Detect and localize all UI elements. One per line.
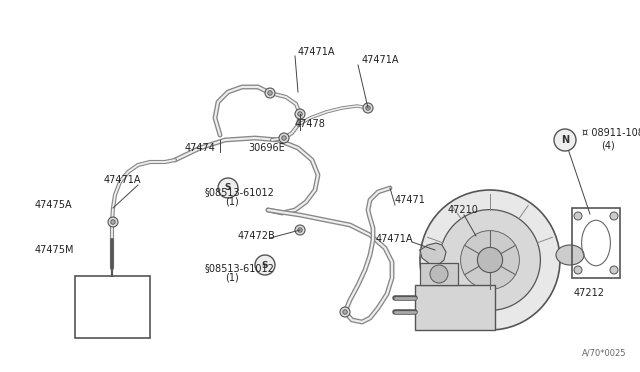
Text: (1): (1) bbox=[225, 197, 239, 207]
Bar bbox=[415, 285, 495, 330]
Text: 47478: 47478 bbox=[295, 119, 326, 129]
Circle shape bbox=[340, 307, 350, 317]
Text: 47471A: 47471A bbox=[362, 55, 399, 65]
Text: S: S bbox=[225, 183, 231, 192]
Circle shape bbox=[279, 133, 289, 143]
Circle shape bbox=[282, 136, 286, 140]
Circle shape bbox=[343, 310, 348, 314]
Circle shape bbox=[574, 266, 582, 274]
Text: §08513-61012: §08513-61012 bbox=[205, 263, 275, 273]
Text: 47471A: 47471A bbox=[104, 175, 141, 185]
Text: 30696E: 30696E bbox=[248, 143, 285, 153]
Circle shape bbox=[430, 265, 448, 283]
Circle shape bbox=[363, 103, 373, 113]
Text: §08513-61012: §08513-61012 bbox=[205, 187, 275, 197]
Ellipse shape bbox=[556, 245, 584, 265]
Bar bbox=[420, 263, 458, 285]
Text: 47471: 47471 bbox=[395, 195, 426, 205]
Text: 47471A: 47471A bbox=[376, 234, 413, 244]
Polygon shape bbox=[420, 243, 446, 265]
Text: 47210: 47210 bbox=[448, 205, 479, 215]
Text: S: S bbox=[262, 260, 268, 269]
Circle shape bbox=[298, 228, 302, 232]
Bar bbox=[572, 208, 620, 278]
Text: 47472B: 47472B bbox=[238, 231, 276, 241]
Circle shape bbox=[461, 231, 520, 289]
Circle shape bbox=[610, 266, 618, 274]
Text: A/70*0025: A/70*0025 bbox=[582, 349, 626, 358]
Circle shape bbox=[574, 212, 582, 220]
Text: 47475A: 47475A bbox=[35, 200, 72, 210]
Bar bbox=[75, 276, 150, 338]
Circle shape bbox=[295, 109, 305, 119]
Text: 47471A: 47471A bbox=[298, 47, 335, 57]
Circle shape bbox=[477, 247, 502, 273]
Text: (4): (4) bbox=[601, 140, 615, 150]
Circle shape bbox=[420, 190, 560, 330]
Circle shape bbox=[265, 88, 275, 98]
Text: 47475M: 47475M bbox=[35, 245, 74, 255]
Circle shape bbox=[440, 209, 540, 310]
Text: 47212: 47212 bbox=[574, 288, 605, 298]
Circle shape bbox=[365, 106, 371, 110]
Circle shape bbox=[610, 212, 618, 220]
Circle shape bbox=[268, 91, 272, 95]
Text: (1): (1) bbox=[225, 273, 239, 283]
Text: 47474: 47474 bbox=[185, 143, 216, 153]
Text: ¤ 08911-10837: ¤ 08911-10837 bbox=[582, 128, 640, 138]
Circle shape bbox=[298, 112, 302, 116]
Text: N: N bbox=[561, 135, 569, 145]
Circle shape bbox=[111, 220, 115, 224]
Circle shape bbox=[255, 255, 275, 275]
Circle shape bbox=[295, 225, 305, 235]
Circle shape bbox=[554, 129, 576, 151]
Circle shape bbox=[218, 178, 238, 198]
Circle shape bbox=[108, 217, 118, 227]
